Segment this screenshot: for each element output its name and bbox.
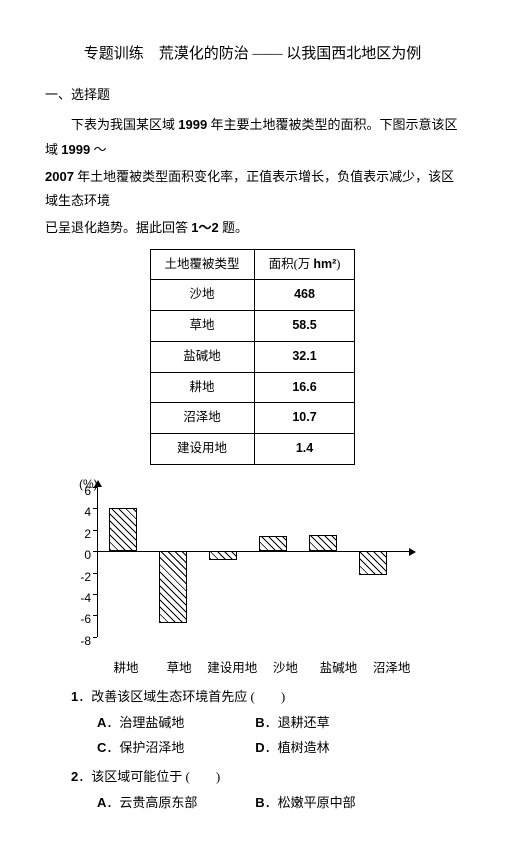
table-header-row: 土地覆被类型 面积(万 hm²) — [150, 249, 355, 280]
x-label: 沼泽地 — [367, 657, 417, 681]
bar-chart: (%) 6420-2-4-6-8 耕地 草地 建设用地 沙地 盐碱地 沼泽地 — [65, 477, 460, 681]
bar — [259, 536, 287, 551]
y-tick-label: -8 — [69, 630, 91, 653]
y-tick — [93, 637, 97, 638]
bar — [309, 535, 337, 551]
table-row: 沙地468 — [150, 280, 355, 311]
y-tick — [93, 573, 97, 574]
y-tick — [93, 615, 97, 616]
bar — [109, 508, 137, 551]
intro-line-1: 下表为我国某区域 1999 年主要土地覆被类型的面积。下图示意该区域 1999 … — [45, 113, 460, 162]
q1-options-row2: C．保护沼泽地 D．植树造林 — [45, 736, 460, 761]
bar — [159, 551, 187, 623]
y-tick-label: -4 — [69, 587, 91, 610]
y-tick-label: -6 — [69, 608, 91, 631]
table-row: 建设用地1.4 — [150, 434, 355, 465]
bar — [209, 551, 237, 560]
col-area: 面积(万 hm²) — [254, 249, 355, 280]
intro-line-3: 已呈退化趋势。据此回答 1～2 题。 — [45, 216, 460, 241]
title-right: 荒漠化的防治 —— 以我国西北地区为例 — [159, 46, 422, 62]
table-row: 耕地16.6 — [150, 372, 355, 403]
question-2: 2．该区域可能位于 ( ) — [45, 765, 460, 790]
section-heading: 一、选择题 — [45, 83, 460, 108]
y-tick — [93, 530, 97, 531]
y-tick — [93, 487, 97, 488]
col-type: 土地覆被类型 — [150, 249, 254, 280]
y-tick — [93, 508, 97, 509]
y-tick-label: -2 — [69, 566, 91, 589]
bar — [359, 551, 387, 575]
x-label: 盐碱地 — [314, 657, 364, 681]
title-left: 专题训练 — [84, 46, 144, 62]
table-row: 盐碱地32.1 — [150, 341, 355, 372]
y-tick — [93, 594, 97, 595]
x-label: 沙地 — [260, 657, 310, 681]
x-labels: 耕地 草地 建设用地 沙地 盐碱地 沼泽地 — [101, 657, 460, 681]
y-tick — [93, 551, 97, 552]
y-tick-label: 2 — [69, 523, 91, 546]
question-1: 1．改善该区域生态环境首先应 ( ) — [45, 685, 460, 710]
q2-options-row1: A．云贵高原东部 B．松嫩平原中部 — [45, 791, 460, 816]
x-label: 草地 — [154, 657, 204, 681]
y-axis — [97, 487, 98, 637]
q1-options-row1: A．治理盐碱地 B．退耕还草 — [45, 711, 460, 736]
land-table: 土地覆被类型 面积(万 hm²) 沙地468 草地58.5 盐碱地32.1 耕地… — [150, 249, 356, 465]
table-row: 沼泽地10.7 — [150, 403, 355, 434]
table-row: 草地58.5 — [150, 311, 355, 342]
y-tick-label: 0 — [69, 544, 91, 567]
axis-box — [97, 487, 409, 637]
arrow-up-icon — [94, 480, 102, 487]
page-title: 专题训练 荒漠化的防治 —— 以我国西北地区为例 — [45, 40, 460, 69]
x-label: 耕地 — [101, 657, 151, 681]
x-label: 建设用地 — [207, 657, 257, 681]
arrow-right-icon — [409, 548, 416, 556]
intro-line-2: 2007 年土地覆被类型面积变化率，正值表示增长，负值表示减少，该区域生态环境 — [45, 165, 460, 214]
y-tick-label: 4 — [69, 501, 91, 524]
y-tick-label: 6 — [69, 480, 91, 503]
